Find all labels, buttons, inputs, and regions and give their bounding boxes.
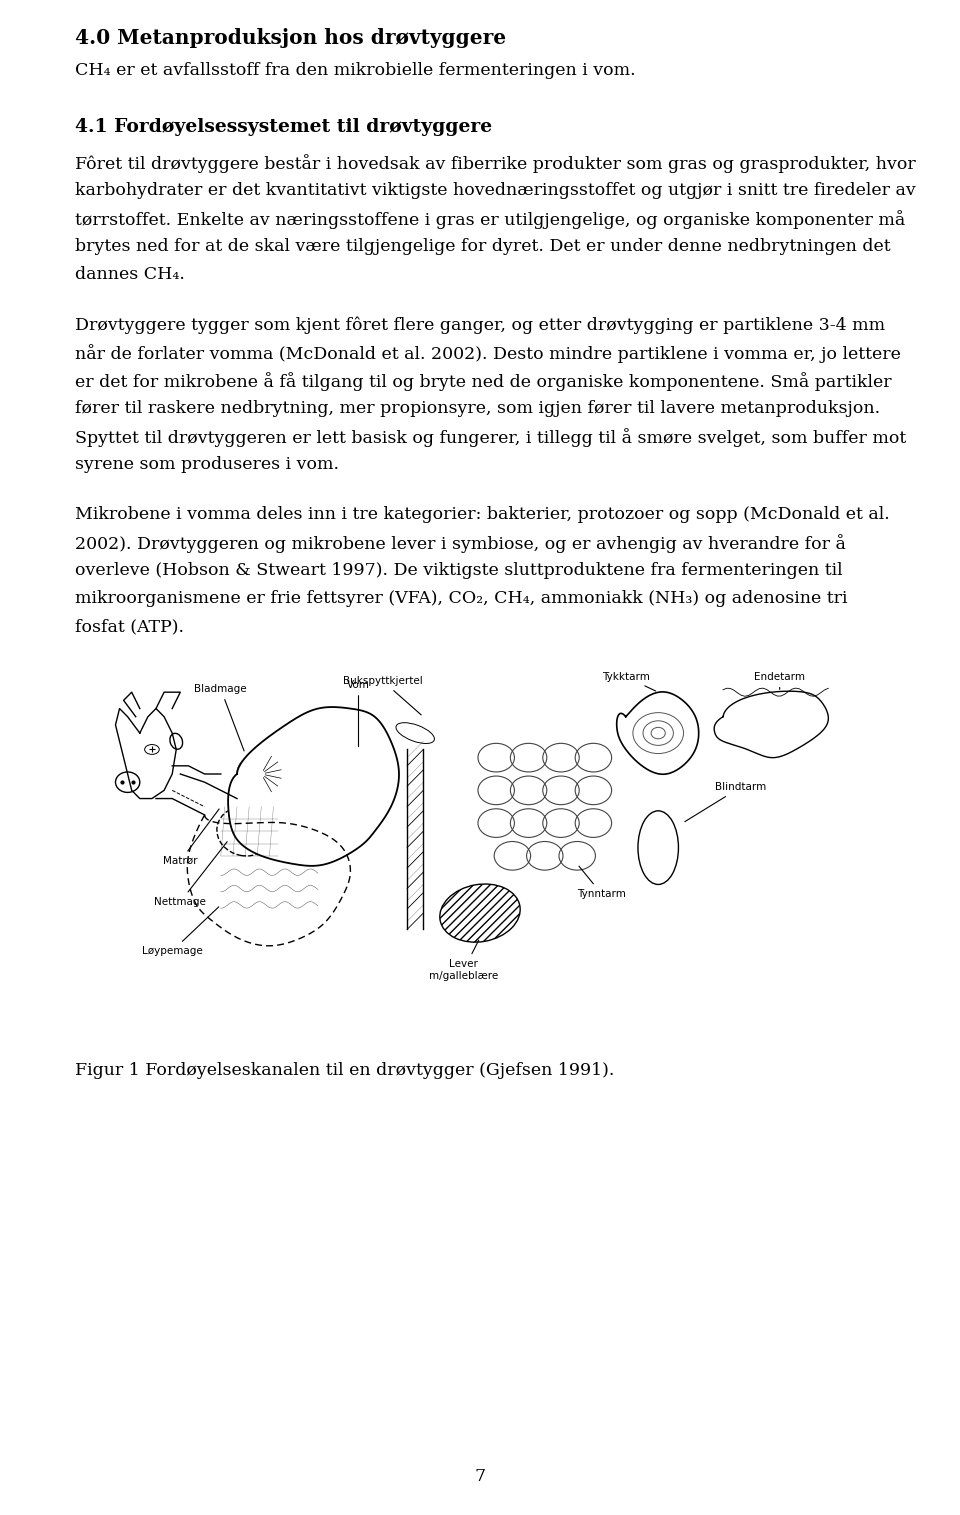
Text: Endetarm: Endetarm	[755, 673, 805, 689]
Text: tørrstoffet. Enkelte av næringsstoffene i gras er utilgjengelige, og organiske k: tørrstoffet. Enkelte av næringsstoffene …	[75, 211, 905, 229]
Text: Blindtarm: Blindtarm	[684, 782, 766, 821]
Text: Bukspyttkjertel: Bukspyttkjertel	[343, 676, 422, 715]
Text: syrene som produseres i vom.: syrene som produseres i vom.	[75, 456, 339, 473]
Polygon shape	[714, 691, 828, 758]
Text: Tykktarm: Tykktarm	[602, 673, 656, 691]
Text: Spyttet til drøvtyggeren er lett basisk og fungerer, i tillegg til å smøre svelg: Spyttet til drøvtyggeren er lett basisk …	[75, 429, 906, 447]
Text: Nettmage: Nettmage	[155, 842, 228, 907]
Polygon shape	[616, 692, 699, 774]
Text: Løypemage: Løypemage	[142, 907, 219, 956]
Text: fører til raskere nedbrytning, mer propionsyre, som igjen fører til lavere metan: fører til raskere nedbrytning, mer propi…	[75, 400, 880, 417]
Polygon shape	[407, 750, 423, 930]
Text: fosfat (ATP).: fosfat (ATP).	[75, 618, 184, 635]
Text: når de forlater vomma (McDonald et al. 2002). Desto mindre partiklene i vomma er: når de forlater vomma (McDonald et al. 2…	[75, 344, 900, 364]
Text: 2002). Drøvtyggeren og mikrobene lever i symbiose, og er avhengig av hverandre f: 2002). Drøvtyggeren og mikrobene lever i…	[75, 533, 846, 553]
Text: overleve (Hobson & Stweart 1997). De viktigste sluttproduktene fra fermenteringe: overleve (Hobson & Stweart 1997). De vik…	[75, 562, 843, 579]
Text: er det for mikrobene å få tilgang til og bryte ned de organiske komponentene. Sm: er det for mikrobene å få tilgang til og…	[75, 373, 892, 391]
Text: Figur 1 Fordøyelseskanalen til en drøvtygger (Gjefsen 1991).: Figur 1 Fordøyelseskanalen til en drøvty…	[75, 1062, 614, 1079]
Text: 4.1 Fordøyelsessystemet til drøvtyggere: 4.1 Fordøyelsessystemet til drøvtyggere	[75, 118, 492, 136]
Polygon shape	[228, 708, 399, 867]
Text: Tynntarm: Tynntarm	[577, 867, 626, 898]
Ellipse shape	[440, 885, 520, 942]
Text: Mikrobene i vomma deles inn i tre kategorier: bakterier, protozoer og sopp (McDo: Mikrobene i vomma deles inn i tre katego…	[75, 506, 890, 523]
Text: Bladmage: Bladmage	[195, 685, 247, 751]
Text: brytes ned for at de skal være tilgjengelige for dyret. Det er under denne nedbr: brytes ned for at de skal være tilgjenge…	[75, 238, 891, 255]
Text: 7: 7	[474, 1468, 486, 1485]
Text: Drøvtyggere tygger som kjent fôret flere ganger, og etter drøvtygging er partikl: Drøvtyggere tygger som kjent fôret flere…	[75, 317, 885, 333]
Text: Matrør: Matrør	[163, 809, 219, 867]
Text: dannes CH₄.: dannes CH₄.	[75, 267, 185, 283]
Text: karbohydrater er det kvantitativt viktigste hovednæringsstoffet og utgjør i snit: karbohydrater er det kvantitativt viktig…	[75, 182, 916, 198]
Text: 4.0 Metanproduksjon hos drøvtyggere: 4.0 Metanproduksjon hos drøvtyggere	[75, 27, 506, 48]
Text: Fôret til drøvtyggere består i hovedsak av fiberrike produkter som gras og grasp: Fôret til drøvtyggere består i hovedsak …	[75, 155, 916, 173]
Text: mikroorganismene er frie fettsyrer (VFA), CO₂, CH₄, ammoniakk (NH₃) og adenosine: mikroorganismene er frie fettsyrer (VFA)…	[75, 589, 848, 608]
Text: Lever
m/galleblære: Lever m/galleblære	[429, 941, 498, 980]
Text: CH₄ er et avfallsstoff fra den mikrobielle fermenteringen i vom.: CH₄ er et avfallsstoff fra den mikrobiel…	[75, 62, 636, 79]
Text: Vom: Vom	[348, 680, 370, 747]
